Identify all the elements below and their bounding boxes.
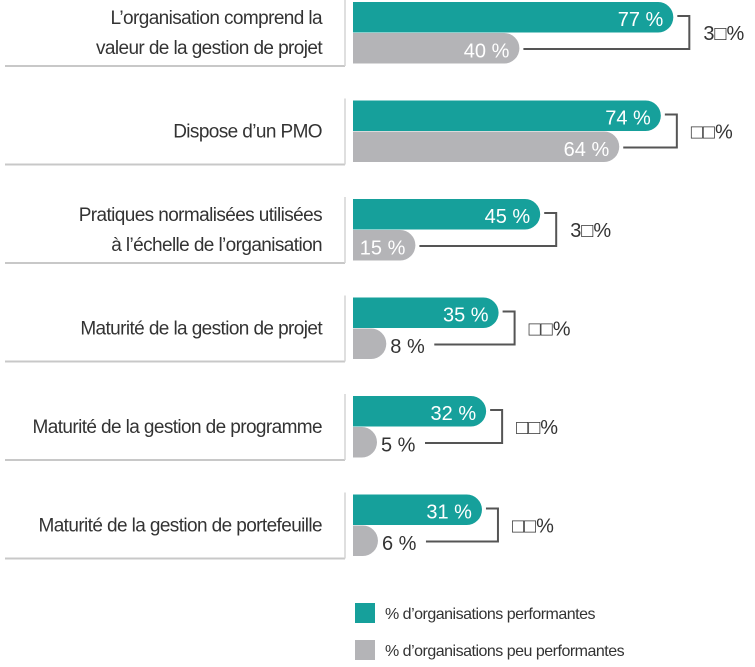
bar-peu-performantes bbox=[353, 328, 387, 359]
value-label-performantes: 45 % bbox=[485, 206, 531, 228]
difference-bracket bbox=[623, 113, 678, 149]
legend-label: % d’organisations peu performantes bbox=[385, 643, 625, 660]
value-label-performantes: 32 % bbox=[431, 403, 477, 425]
difference-bracket bbox=[419, 212, 558, 247]
label-panel bbox=[0, 295, 345, 362]
category-row: Maturité de la gestion de portefeuille 31… bbox=[0, 492, 554, 560]
legend-item: % d’organisations peu performantes bbox=[355, 640, 625, 660]
difference-label: □□% bbox=[691, 122, 733, 144]
category-label: à l’échelle de l’organisation bbox=[111, 235, 322, 256]
difference-bracket bbox=[425, 409, 504, 444]
difference-bracket bbox=[434, 310, 516, 346]
label-panel bbox=[0, 394, 345, 460]
label-panel bbox=[0, 492, 345, 559]
difference-label: □□% bbox=[516, 417, 558, 439]
value-label-peu-performantes: 6 % bbox=[382, 533, 417, 555]
category-label: Dispose d’un PMO bbox=[173, 122, 322, 143]
difference-label: □□% bbox=[529, 319, 571, 341]
difference-bracket bbox=[523, 15, 691, 50]
bar-performantes bbox=[353, 297, 499, 328]
label-panel bbox=[0, 197, 345, 263]
bar-performantes bbox=[353, 100, 661, 131]
category-row: Pratiques normalisées utilisées à l’échel… bbox=[0, 197, 611, 264]
difference-bracket bbox=[425, 507, 499, 543]
value-label-peu-performantes: 15 % bbox=[360, 238, 406, 260]
category-label: Maturité de la gestion de programme bbox=[33, 417, 323, 438]
label-panel bbox=[0, 0, 345, 66]
category-row: Dispose d’un PMO 74 % 64 % □□% bbox=[0, 98, 733, 166]
bar-peu-performantes bbox=[353, 230, 416, 261]
value-label-peu-performantes: 5 % bbox=[381, 435, 416, 457]
legend-swatch bbox=[355, 603, 375, 623]
value-label-performantes: 35 % bbox=[443, 305, 489, 327]
value-label-peu-performantes: 8 % bbox=[390, 336, 425, 358]
difference-label: □□% bbox=[512, 516, 554, 538]
category-row: Maturité de la gestion de programme 32 % 5… bbox=[0, 394, 558, 461]
value-label-performantes: 74 % bbox=[605, 108, 651, 130]
bar-peu-performantes bbox=[353, 33, 520, 64]
category-label: valeur de la gestion de projet bbox=[96, 38, 323, 59]
value-label-performantes: 77 % bbox=[618, 9, 664, 31]
category-label: L’organisation comprend la bbox=[111, 8, 324, 29]
difference-label: 3□% bbox=[570, 220, 611, 242]
bar-peu-performantes bbox=[353, 525, 378, 556]
category-row: Maturité de la gestion de projet 35 % 8 % □… bbox=[0, 295, 571, 363]
bar-performantes bbox=[353, 199, 541, 230]
legend-item: % d’organisations performantes bbox=[355, 603, 596, 623]
legend-swatch bbox=[355, 640, 375, 660]
bar-peu-performantes bbox=[353, 131, 620, 162]
category-label: Pratiques normalisées utilisées bbox=[79, 205, 322, 226]
legend-label: % d’organisations performantes bbox=[385, 606, 596, 623]
category-label: Maturité de la gestion de portefeuille bbox=[38, 516, 322, 537]
bar-performantes bbox=[353, 396, 487, 427]
category-label: Maturité de la gestion de projet bbox=[80, 319, 323, 340]
value-label-peu-performantes: 40 % bbox=[464, 41, 510, 63]
value-label-performantes: 31 % bbox=[426, 502, 472, 524]
bar-performantes bbox=[353, 2, 674, 33]
difference-label: 3□% bbox=[703, 23, 744, 45]
bar-performantes bbox=[353, 494, 482, 525]
value-label-peu-performantes: 64 % bbox=[564, 139, 610, 161]
bar-peu-performantes bbox=[353, 427, 377, 458]
category-row: L’organisation comprend la valeur de la g… bbox=[0, 0, 745, 67]
label-panel bbox=[0, 98, 345, 165]
